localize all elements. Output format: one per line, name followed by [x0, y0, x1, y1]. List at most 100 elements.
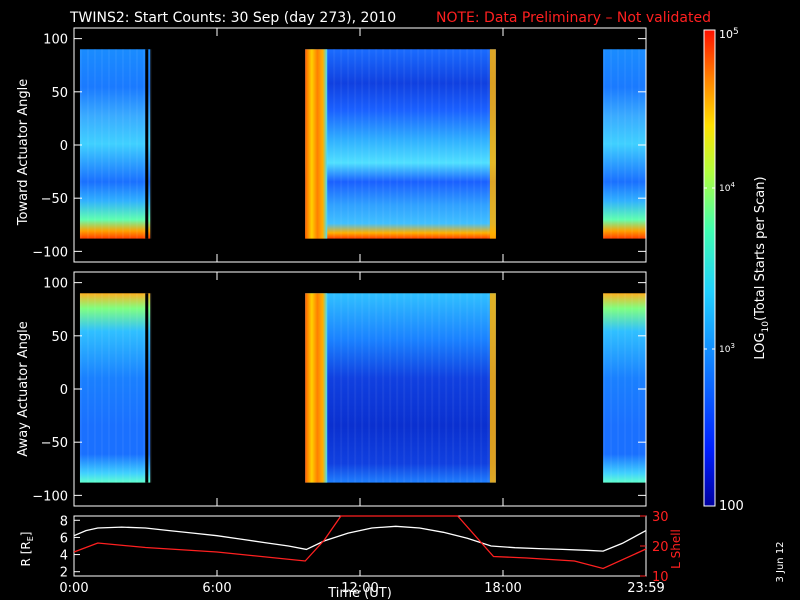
- stripe: [135, 49, 138, 239]
- y-tick-label: 0: [60, 139, 68, 154]
- stripe: [438, 293, 441, 483]
- right-tick-label: 30: [652, 510, 669, 525]
- x-tick-label: 0:00: [59, 581, 88, 596]
- block-edge-right: [489, 293, 496, 483]
- colorbar-tick-4-label: 104: [719, 181, 735, 194]
- stripe: [347, 293, 350, 483]
- stripe: [107, 293, 110, 483]
- x-tick-label: 12:00: [341, 581, 378, 596]
- y-tick-label: −50: [41, 436, 68, 451]
- stripe: [340, 49, 343, 239]
- colorbar-label: LOG10(Total Starts per Scan): [753, 176, 771, 359]
- stripe: [617, 293, 620, 483]
- gap-line: [145, 49, 149, 239]
- stripe: [347, 49, 350, 239]
- stripe: [624, 293, 627, 483]
- stripe: [603, 293, 606, 483]
- stripe: [389, 49, 392, 239]
- stripe: [417, 293, 420, 483]
- stripe: [354, 49, 357, 239]
- left-tick-label: 6: [60, 531, 68, 546]
- stripe: [617, 49, 620, 239]
- y-tick-label: 50: [51, 330, 68, 345]
- stripe: [389, 293, 392, 483]
- stripe: [631, 293, 634, 483]
- colorbar-tick-3-label: 103: [719, 342, 735, 355]
- stripe: [114, 49, 117, 239]
- stripe: [438, 49, 441, 239]
- stripe: [128, 293, 131, 483]
- stripe: [135, 293, 138, 483]
- stripe: [375, 49, 378, 239]
- stripe: [149, 49, 152, 239]
- stripe: [382, 293, 385, 483]
- date-stamp: 3 Jun 12: [775, 541, 786, 582]
- right-tick-label: 10: [652, 570, 669, 585]
- stripe: [93, 293, 96, 483]
- orbit-panel: 2 4 6 8 10 20 30 0:00 6:00 12:00 18:00 23:59: [59, 510, 668, 596]
- stripe: [333, 293, 336, 483]
- stripe: [142, 49, 145, 239]
- stripe: [375, 293, 378, 483]
- stripe: [340, 293, 343, 483]
- stripe: [86, 49, 89, 239]
- stripe: [142, 293, 145, 483]
- stripe: [624, 49, 627, 239]
- y-tick-label: 50: [51, 86, 68, 101]
- stripe: [417, 49, 420, 239]
- chart-note: NOTE: Data Preliminary – Not validated: [436, 10, 711, 26]
- stripe: [403, 293, 406, 483]
- stripe: [638, 49, 641, 239]
- orbit-left-ylabel: R [RE]: [19, 532, 35, 567]
- x-tick-label: 6:00: [202, 581, 231, 596]
- stripe: [86, 293, 89, 483]
- stripe: [114, 293, 117, 483]
- orbit-right-ylabel: L Shell: [669, 529, 683, 569]
- colorbar-tick-100-label: 100: [719, 499, 744, 514]
- toward-panel: −100 −50 0 50 100: [32, 27, 648, 263]
- stripe: [473, 293, 476, 483]
- stripe: [487, 49, 490, 239]
- y-tick-label: 100: [43, 33, 68, 48]
- away-panel: −100 −50 0 50 100: [32, 271, 648, 507]
- stripe: [100, 293, 103, 483]
- stripe: [610, 293, 613, 483]
- stripe: [452, 49, 455, 239]
- stripe: [121, 49, 124, 239]
- toward-ylabel: Toward Actuator Angle: [16, 79, 31, 226]
- colorbar-ticks: [704, 187, 715, 350]
- stripe: [361, 49, 364, 239]
- stripe: [638, 293, 641, 483]
- stripe: [403, 49, 406, 239]
- x-axis-label: Time (UT): [327, 586, 392, 600]
- stripe: [603, 49, 606, 239]
- stripe: [121, 293, 124, 483]
- stripe: [445, 49, 448, 239]
- gap-line: [145, 293, 149, 483]
- data-block-0: [79, 49, 151, 239]
- stripe: [459, 293, 462, 483]
- stripe: [333, 49, 336, 239]
- left-tick-label: 2: [60, 566, 68, 581]
- away-ylabel: Away Actuator Angle: [16, 321, 31, 456]
- stripe: [128, 49, 131, 239]
- y-tick-label: −100: [32, 245, 68, 260]
- stripe: [79, 293, 82, 483]
- left-tick-label: 4: [60, 549, 68, 564]
- stripe: [445, 293, 448, 483]
- stripe: [100, 49, 103, 239]
- stripe: [459, 49, 462, 239]
- stripe: [424, 293, 427, 483]
- data-block-1: [305, 293, 496, 483]
- block-edge-left: [305, 49, 328, 239]
- stripe: [382, 49, 385, 239]
- y-tick-label: 100: [43, 277, 68, 292]
- stripe: [93, 49, 96, 239]
- stripe: [452, 293, 455, 483]
- stripe: [368, 293, 371, 483]
- stripe: [466, 49, 469, 239]
- y-tick-label: −100: [32, 489, 68, 504]
- data-block-2: [603, 293, 646, 483]
- stripe: [487, 293, 490, 483]
